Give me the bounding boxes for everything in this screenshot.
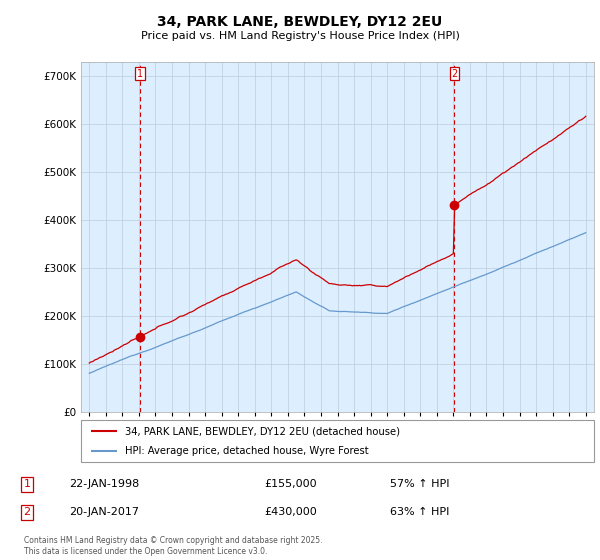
Text: Contains HM Land Registry data © Crown copyright and database right 2025.
This d: Contains HM Land Registry data © Crown c… — [24, 536, 323, 556]
Text: 57% ↑ HPI: 57% ↑ HPI — [390, 479, 449, 489]
Text: 22-JAN-1998: 22-JAN-1998 — [69, 479, 139, 489]
Text: 2: 2 — [451, 68, 458, 78]
Text: 20-JAN-2017: 20-JAN-2017 — [69, 507, 139, 517]
Text: 34, PARK LANE, BEWDLEY, DY12 2EU: 34, PARK LANE, BEWDLEY, DY12 2EU — [157, 15, 443, 29]
Text: 1: 1 — [137, 68, 143, 78]
Text: 63% ↑ HPI: 63% ↑ HPI — [390, 507, 449, 517]
Text: £430,000: £430,000 — [264, 507, 317, 517]
FancyBboxPatch shape — [81, 420, 594, 462]
Text: Price paid vs. HM Land Registry's House Price Index (HPI): Price paid vs. HM Land Registry's House … — [140, 31, 460, 41]
Text: 34, PARK LANE, BEWDLEY, DY12 2EU (detached house): 34, PARK LANE, BEWDLEY, DY12 2EU (detach… — [125, 426, 400, 436]
Text: 2: 2 — [23, 507, 31, 517]
Text: HPI: Average price, detached house, Wyre Forest: HPI: Average price, detached house, Wyre… — [125, 446, 368, 456]
Text: £155,000: £155,000 — [264, 479, 317, 489]
Text: 1: 1 — [23, 479, 31, 489]
